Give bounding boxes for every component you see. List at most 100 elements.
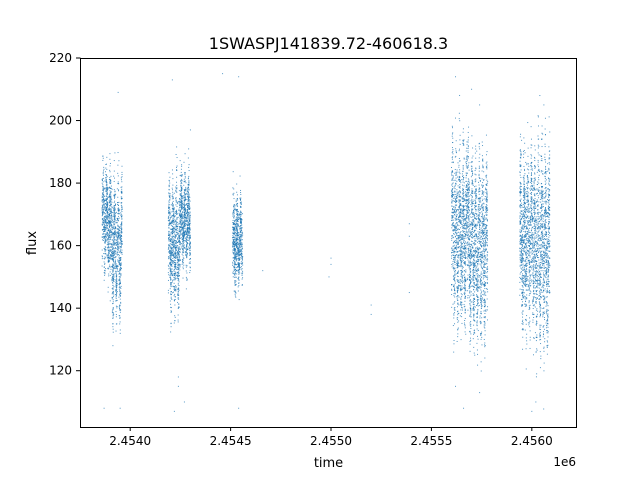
data-point: [111, 212, 113, 214]
data-point: [188, 232, 190, 234]
data-point: [463, 278, 465, 280]
data-point: [172, 233, 174, 235]
data-point: [115, 239, 117, 241]
data-point: [181, 224, 183, 226]
data-point: [239, 258, 241, 260]
data-point: [460, 259, 462, 261]
data-point: [184, 193, 186, 195]
data-point: [237, 224, 239, 226]
data-point: [465, 150, 467, 152]
data-point: [239, 243, 241, 245]
data-point: [479, 244, 481, 246]
data-point: [234, 247, 236, 249]
data-point: [235, 209, 237, 211]
data-point: [238, 240, 240, 242]
data-point: [451, 219, 453, 221]
data-point: [463, 227, 465, 229]
data-point: [109, 162, 111, 164]
data-point: [176, 269, 178, 271]
data-point: [461, 288, 463, 290]
data-point: [464, 263, 465, 265]
data-point: [121, 242, 123, 244]
data-point: [478, 173, 480, 175]
data-point: [116, 217, 118, 219]
data-point: [465, 220, 467, 222]
data-point: [464, 317, 466, 319]
data-point: [114, 230, 116, 232]
data-point: [101, 208, 103, 210]
data-point: [116, 280, 118, 282]
data-point: [116, 295, 118, 297]
data-point: [232, 261, 234, 263]
data-points: [101, 73, 551, 412]
data-point: [466, 160, 468, 162]
data-point: [451, 196, 453, 198]
data-point: [459, 203, 461, 205]
data-point: [452, 212, 454, 214]
data-point: [172, 227, 174, 229]
data-point: [106, 218, 108, 220]
data-point: [465, 172, 467, 174]
data-point: [120, 258, 122, 260]
data-point: [108, 275, 110, 277]
data-point: [116, 228, 118, 230]
data-point: [114, 193, 116, 195]
data-point: [459, 258, 461, 260]
data-point: [186, 241, 188, 243]
data-point: [175, 251, 177, 253]
data-point: [110, 254, 112, 256]
data-point: [457, 254, 459, 256]
data-point: [109, 238, 111, 240]
data-point: [115, 256, 117, 258]
data-point: [107, 240, 109, 242]
data-point: [178, 236, 180, 238]
data-point: [178, 259, 180, 260]
data-point: [180, 175, 182, 177]
data-point: [168, 232, 170, 234]
data-point: [108, 252, 110, 254]
data-point: [463, 235, 465, 237]
data-point: [236, 246, 238, 248]
data-point: [171, 273, 173, 275]
data-point: [181, 189, 183, 191]
data-point: [116, 248, 118, 250]
data-point: [462, 204, 464, 206]
data-point: [113, 253, 115, 255]
data-point: [184, 225, 186, 227]
data-point: [466, 196, 468, 198]
data-point: [172, 178, 174, 180]
data-point: [102, 185, 104, 187]
data-point: [240, 262, 242, 264]
data-point: [453, 259, 455, 261]
data-point: [457, 185, 459, 187]
data-point: [118, 183, 120, 185]
data-point: [105, 222, 107, 224]
data-point: [169, 228, 171, 230]
data-point: [452, 127, 453, 129]
data-point: [457, 237, 459, 239]
data-point: [103, 266, 105, 268]
data-point: [115, 323, 117, 325]
data-point: [173, 207, 175, 209]
data-point: [186, 236, 188, 238]
data-point: [236, 219, 238, 221]
data-point: [104, 273, 106, 275]
data-point: [185, 266, 187, 268]
data-point: [170, 259, 172, 261]
data-point: [177, 225, 179, 227]
data-point: [237, 236, 239, 238]
data-point: [106, 189, 108, 191]
data-point: [472, 208, 474, 210]
data-point: [112, 302, 114, 304]
data-point: [181, 260, 183, 262]
data-point: [170, 264, 172, 266]
data-point: [461, 223, 463, 225]
data-point: [469, 258, 471, 260]
data-point: [173, 216, 175, 218]
data-point: [112, 280, 114, 282]
data-point: [120, 198, 122, 200]
data-point: [175, 215, 177, 217]
data-point: [105, 216, 107, 218]
data-point: [234, 226, 236, 228]
data-point: [469, 261, 471, 263]
